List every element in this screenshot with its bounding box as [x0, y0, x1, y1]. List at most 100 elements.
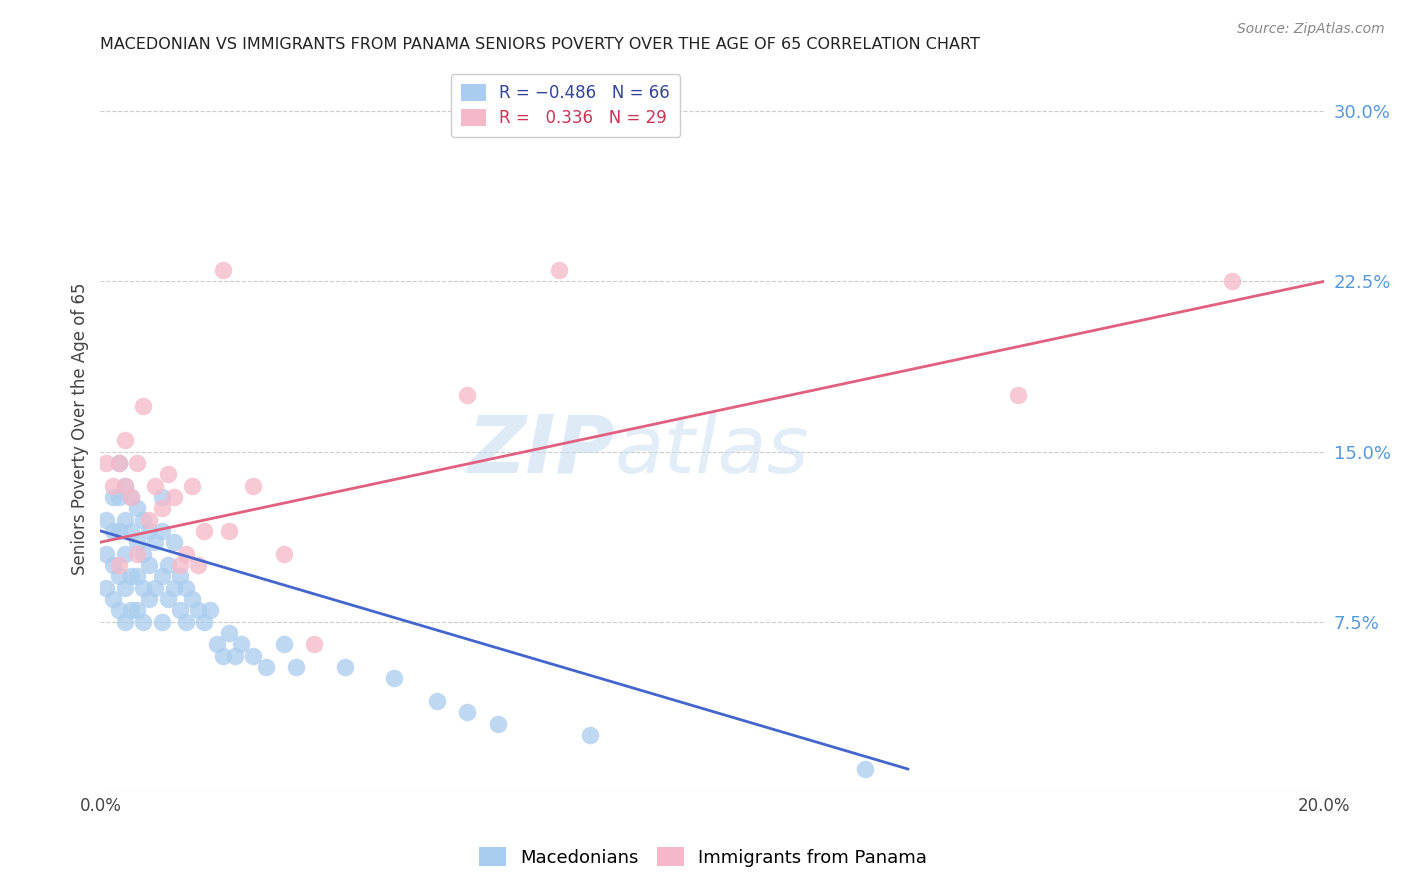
Point: [150, 569, 173, 583]
Point: [96, 512, 118, 526]
Point: [120, 603, 142, 617]
Point: [156, 467, 179, 482]
Point: [107, 603, 129, 617]
Point: [107, 456, 129, 470]
Point: [169, 558, 191, 572]
Point: [456, 388, 478, 402]
Point: [101, 591, 124, 606]
Point: [254, 660, 277, 674]
Point: [200, 603, 222, 617]
Text: Source: ZipAtlas.com: Source: ZipAtlas.com: [1237, 22, 1385, 37]
Point: [125, 456, 148, 470]
Point: [107, 456, 129, 470]
Point: [145, 535, 167, 549]
Point: [333, 660, 356, 674]
Point: [193, 615, 215, 629]
Point: [138, 512, 160, 526]
Point: [132, 581, 155, 595]
Point: [114, 478, 136, 492]
Point: [107, 569, 129, 583]
Point: [150, 524, 173, 538]
Point: [138, 524, 160, 538]
Point: [426, 694, 449, 708]
Point: [120, 524, 142, 538]
Point: [304, 637, 326, 651]
Point: [187, 558, 209, 572]
Point: [107, 558, 129, 572]
Point: [120, 490, 142, 504]
Point: [125, 535, 148, 549]
Point: [138, 591, 160, 606]
Point: [273, 547, 295, 561]
Point: [150, 490, 173, 504]
Point: [132, 547, 155, 561]
Point: [132, 399, 155, 413]
Point: [114, 581, 136, 595]
Point: [114, 615, 136, 629]
Point: [1220, 274, 1243, 288]
Point: [218, 626, 240, 640]
Y-axis label: Seniors Poverty Over the Age of 65: Seniors Poverty Over the Age of 65: [72, 283, 89, 575]
Point: [96, 456, 118, 470]
Point: [169, 569, 191, 583]
Point: [120, 569, 142, 583]
Point: [125, 569, 148, 583]
Point: [120, 490, 142, 504]
Point: [101, 524, 124, 538]
Point: [150, 615, 173, 629]
Point: [229, 637, 252, 651]
Point: [242, 478, 264, 492]
Point: [174, 615, 197, 629]
Point: [107, 490, 129, 504]
Point: [163, 490, 186, 504]
Point: [181, 591, 204, 606]
Point: [548, 263, 571, 277]
Point: [114, 433, 136, 447]
Text: atlas: atlas: [614, 411, 808, 490]
Point: [273, 637, 295, 651]
Point: [1007, 388, 1029, 402]
Point: [224, 648, 246, 663]
Point: [211, 263, 233, 277]
Point: [132, 615, 155, 629]
Point: [193, 524, 215, 538]
Point: [96, 581, 118, 595]
Point: [101, 490, 124, 504]
Point: [456, 706, 478, 720]
Point: [96, 547, 118, 561]
Point: [174, 581, 197, 595]
Point: [138, 558, 160, 572]
Point: [114, 478, 136, 492]
Point: [125, 603, 148, 617]
Point: [578, 728, 600, 742]
Point: [150, 501, 173, 516]
Point: [285, 660, 308, 674]
Point: [382, 671, 405, 685]
Point: [125, 547, 148, 561]
Legend: R = −0.486   N = 66, R =   0.336   N = 29: R = −0.486 N = 66, R = 0.336 N = 29: [451, 74, 681, 137]
Point: [125, 501, 148, 516]
Point: [156, 558, 179, 572]
Point: [174, 547, 197, 561]
Point: [145, 478, 167, 492]
Point: [107, 524, 129, 538]
Text: ZIP: ZIP: [467, 411, 614, 490]
Point: [114, 547, 136, 561]
Point: [163, 581, 186, 595]
Point: [114, 512, 136, 526]
Point: [187, 603, 209, 617]
Point: [101, 478, 124, 492]
Point: [156, 591, 179, 606]
Point: [163, 535, 186, 549]
Point: [205, 637, 228, 651]
Text: MACEDONIAN VS IMMIGRANTS FROM PANAMA SENIORS POVERTY OVER THE AGE OF 65 CORRELAT: MACEDONIAN VS IMMIGRANTS FROM PANAMA SEN…: [100, 37, 980, 53]
Point: [486, 716, 509, 731]
Point: [242, 648, 264, 663]
Legend: Macedonians, Immigrants from Panama: Macedonians, Immigrants from Panama: [471, 840, 935, 874]
Point: [145, 581, 167, 595]
Point: [211, 648, 233, 663]
Point: [181, 478, 204, 492]
Point: [169, 603, 191, 617]
Point: [101, 558, 124, 572]
Point: [132, 512, 155, 526]
